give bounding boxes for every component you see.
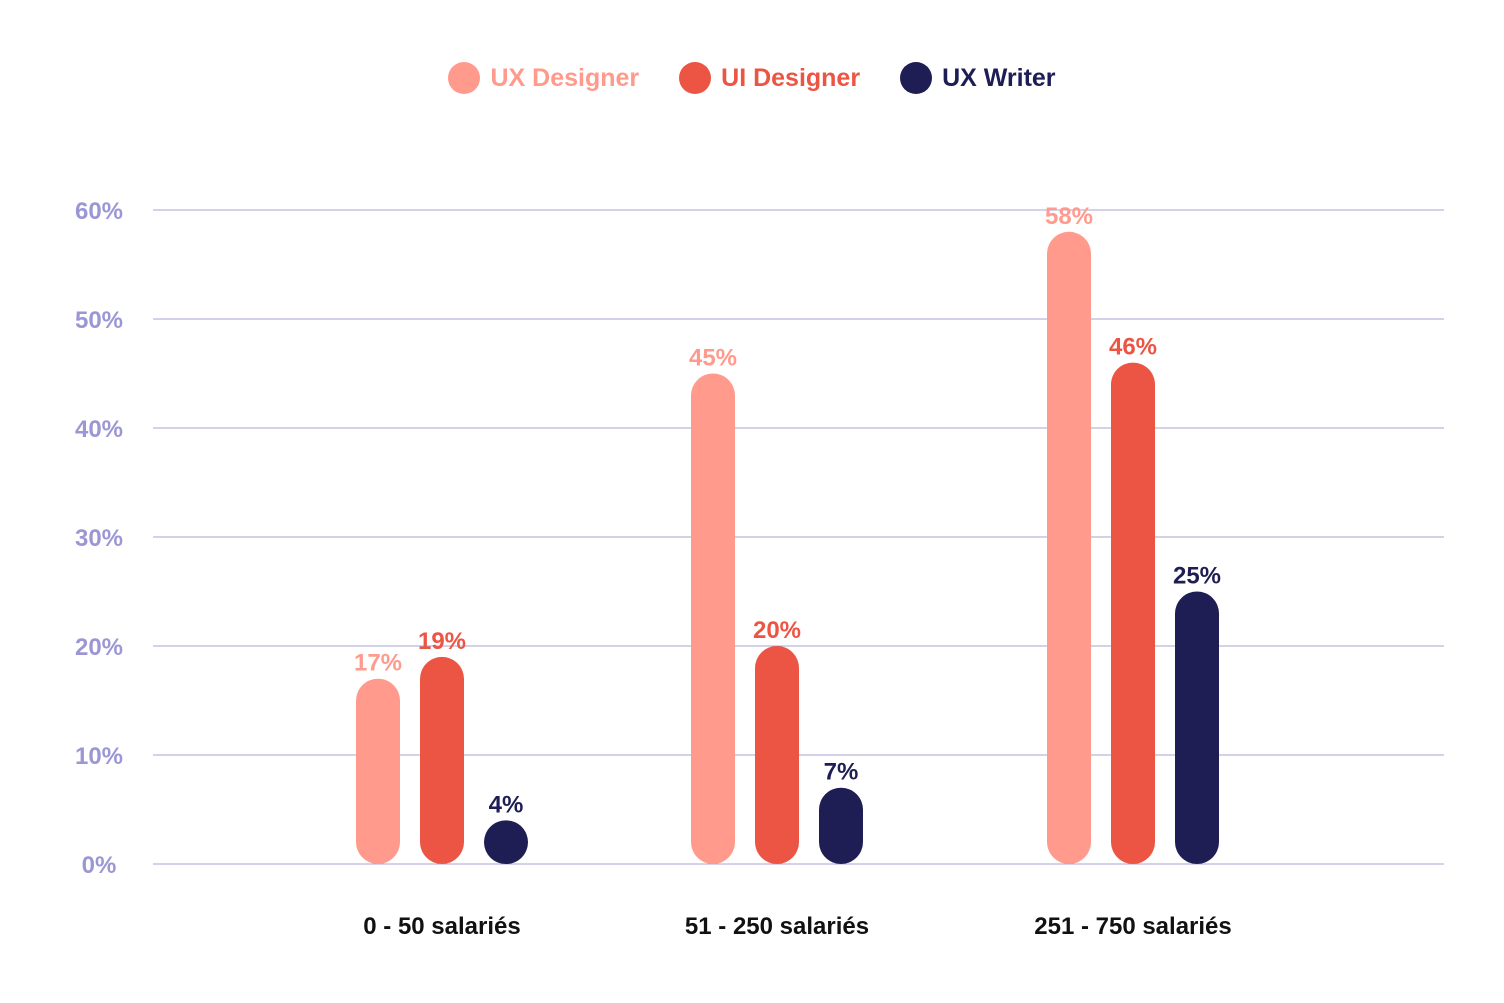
data-label: 7% <box>824 759 859 786</box>
y-axis-ticks: 0% 10% 20% 30% 40% 50% 60% <box>75 198 123 879</box>
y-tick-label: 20% <box>75 634 123 661</box>
bar <box>819 787 863 864</box>
legend-item-ui-designer: UI Designer <box>679 62 860 94</box>
y-tick-label: 0% <box>82 852 117 879</box>
data-label: 25% <box>1173 563 1221 590</box>
data-label: 19% <box>418 628 466 655</box>
y-tick-label: 10% <box>75 743 123 770</box>
legend-item-ux-writer: UX Writer <box>900 62 1056 94</box>
grid <box>153 209 1444 865</box>
bar <box>420 656 464 864</box>
x-tick-label: 251 - 750 salariés <box>1034 913 1232 940</box>
legend-swatch-ux-writer <box>900 62 933 94</box>
x-tick-label: 0 - 50 salariés <box>363 913 520 940</box>
data-label: 58% <box>1045 203 1093 230</box>
y-tick-label: 30% <box>75 525 123 552</box>
bar <box>1111 362 1155 864</box>
bar <box>755 646 799 864</box>
bar <box>484 820 528 864</box>
data-label: 20% <box>753 617 801 644</box>
bar <box>691 373 735 864</box>
legend-label-ux-writer: UX Writer <box>942 63 1056 92</box>
x-axis-ticks: 0 - 50 salariés 51 - 250 salariés 251 - 75… <box>363 913 1231 940</box>
data-label: 17% <box>354 650 402 677</box>
y-tick-label: 40% <box>75 416 123 443</box>
bars <box>356 231 1219 865</box>
bar <box>356 678 400 864</box>
data-labels: 17% 19% 4% 45% 20% 7% 58% 46% 25% <box>354 203 1221 819</box>
x-tick-label: 51 - 250 salariés <box>685 913 869 940</box>
legend-item-ux-designer: UX Designer <box>448 62 639 94</box>
y-tick-label: 60% <box>75 198 123 225</box>
bar <box>1047 231 1091 865</box>
y-tick-label: 50% <box>75 307 123 334</box>
legend: UX Designer UI Designer UX Writer <box>0 58 1504 98</box>
data-label: 46% <box>1109 334 1157 361</box>
bar <box>1175 591 1219 864</box>
legend-swatch-ux-designer <box>448 62 481 94</box>
legend-label-ui-designer: UI Designer <box>721 63 861 92</box>
legend-swatch-ui-designer <box>679 62 712 94</box>
data-label: 4% <box>489 791 524 818</box>
data-label: 45% <box>689 345 737 372</box>
legend-label-ux-designer: UX Designer <box>490 63 640 92</box>
